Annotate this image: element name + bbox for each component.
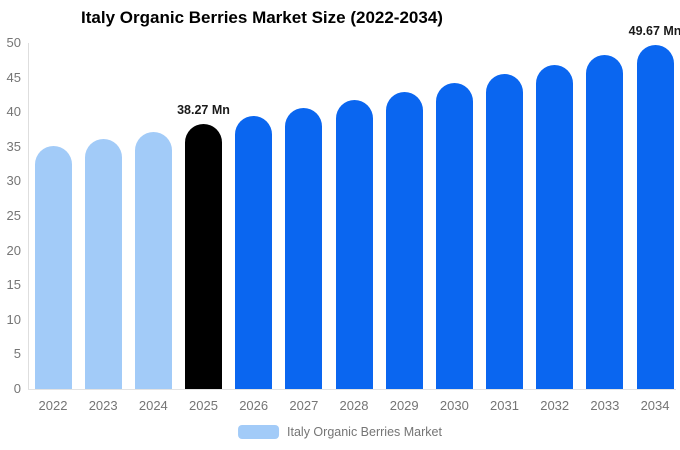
y-axis-tick-label: 25 xyxy=(6,208,21,223)
bar-2032[interactable] xyxy=(536,64,574,389)
bar-2023[interactable] xyxy=(84,139,122,389)
x-axis-tick-label: 2023 xyxy=(88,398,118,413)
legend-label: Italy Organic Berries Market xyxy=(287,425,442,439)
y-axis-tick-label: 15 xyxy=(6,277,21,293)
x-axis-tick-label: 2026 xyxy=(239,398,269,413)
y-axis-tick-label: 45 xyxy=(6,69,21,85)
bar-2034[interactable] xyxy=(636,45,674,389)
value-label-2034: 49.67 Mn xyxy=(628,24,680,39)
x-axis-tick-label: 2031 xyxy=(490,398,519,413)
bar-2029[interactable] xyxy=(385,91,423,389)
bar-2030[interactable] xyxy=(435,82,473,389)
y-axis-line xyxy=(28,43,29,389)
x-axis-tick-label: 2028 xyxy=(339,398,369,413)
bar-2026[interactable] xyxy=(235,116,273,389)
y-axis-tick-label: 40 xyxy=(6,104,21,120)
x-axis-tick-label: 2030 xyxy=(439,398,469,413)
x-axis-tick-label: 2033 xyxy=(590,398,620,413)
y-axis-tick-label: 35 xyxy=(6,138,21,154)
y-axis-tick-label: 10 xyxy=(6,311,21,327)
bar-2028[interactable] xyxy=(335,100,373,389)
y-axis-tick-label: 0 xyxy=(13,381,21,396)
y-axis-tick-label: 20 xyxy=(6,242,21,258)
x-axis-tick-label: 2029 xyxy=(389,398,419,413)
x-axis-tick-label: 2024 xyxy=(138,398,168,413)
x-axis-tick-label: 2025 xyxy=(189,398,218,413)
bar-2022[interactable] xyxy=(34,146,72,389)
x-axis-tick-label: 2034 xyxy=(640,398,670,413)
y-axis-tick-label: 30 xyxy=(6,173,21,189)
value-label-2025: 38.27 Mn xyxy=(177,103,230,118)
bar-2024[interactable] xyxy=(134,131,172,389)
legend-item[interactable]: Italy Organic Berries Market xyxy=(238,425,442,439)
y-axis-tick-label: 5 xyxy=(13,346,21,362)
bar-2027[interactable] xyxy=(285,108,323,389)
x-axis-tick-label: 2027 xyxy=(289,398,319,413)
x-baseline xyxy=(28,389,676,390)
bar-2025[interactable] xyxy=(185,124,222,389)
legend-swatch xyxy=(238,425,280,439)
x-axis-tick-label: 2022 xyxy=(38,398,68,413)
chart-title: Italy Organic Berries Market Size (2022-… xyxy=(81,8,443,27)
y-axis-tick-label: 50 xyxy=(6,35,21,50)
bar-2031[interactable] xyxy=(486,73,524,389)
x-axis-tick-label: 2032 xyxy=(540,398,570,413)
bar-2033[interactable] xyxy=(586,55,624,389)
